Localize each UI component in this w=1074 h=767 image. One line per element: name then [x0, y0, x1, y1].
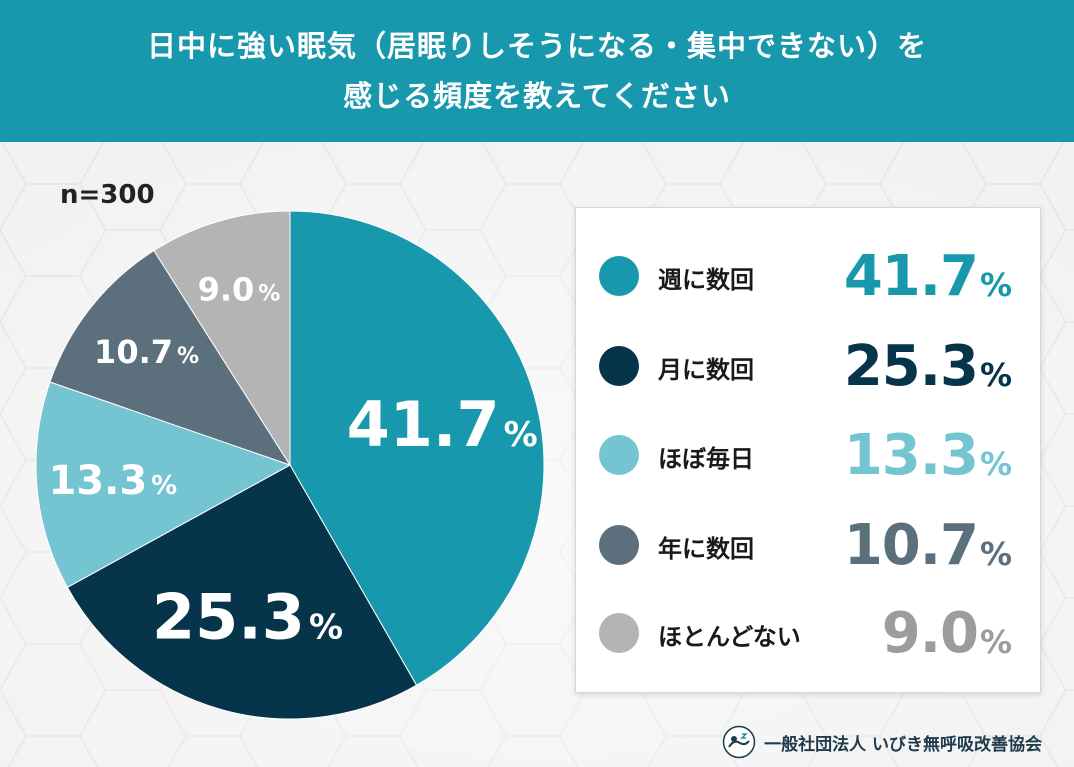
legend-dot-icon	[599, 613, 639, 653]
chart-title: 日中に強い眠気（居眠りしそうになる・集中できない）を 感じる頻度を教えてください	[0, 0, 1074, 142]
sleeping-person-icon	[722, 725, 756, 759]
sample-size: n=300	[60, 180, 155, 210]
legend-label: ほぼ毎日	[658, 445, 754, 473]
pie-slice-label: 9.0%	[198, 271, 281, 309]
pie-slice	[66, 464, 418, 720]
organization-name: 一般社団法人 いびき無呼吸改善協会	[764, 734, 1042, 755]
legend-percent-sign: %	[979, 623, 1012, 661]
pie-chart: 41.7 % 25.3 % 13.3 % 10.7 % 9.0%	[35, 210, 545, 720]
legend-value: 25.3	[843, 334, 979, 399]
legend-dot-icon	[599, 346, 639, 386]
pie-slice-label: 41.7%	[347, 388, 538, 461]
legend-dot-icon	[599, 525, 639, 565]
legend-item: ほとんどない 9.0 %	[576, 593, 1042, 673]
legend-dot-icon	[599, 435, 639, 475]
legend-percent-sign: %	[979, 535, 1012, 573]
legend-item: 月に数回 25.3 %	[576, 326, 1042, 406]
legend-percent-sign: %	[979, 266, 1012, 304]
legend-dot-icon	[599, 256, 639, 296]
pie-slice	[289, 210, 545, 686]
pie-slice	[35, 381, 292, 589]
footer-credit: 一般社団法人 いびき無呼吸改善協会	[722, 725, 1042, 759]
title-line-2: 感じる頻度を教えてください	[343, 79, 731, 113]
legend-label: 年に数回	[658, 535, 754, 563]
legend-value: 41.7	[843, 244, 979, 309]
legend: 週に数回 41.7 % 月に数回 25.3 % ほぼ毎日 13.3 % 年に数回…	[575, 207, 1041, 693]
pie-slice	[153, 210, 291, 467]
title-line-1: 日中に強い眠気（居眠りしそうになる・集中できない）を	[146, 29, 927, 63]
legend-item: ほぼ毎日 13.3 %	[576, 415, 1042, 495]
legend-percent-sign: %	[979, 445, 1012, 483]
legend-percent-sign: %	[979, 356, 1012, 394]
pie-slice	[49, 249, 292, 466]
legend-label: 週に数回	[658, 266, 754, 294]
legend-value: 9.0	[881, 601, 979, 666]
legend-label: 月に数回	[658, 356, 754, 384]
legend-item: 年に数回 10.7 %	[576, 505, 1042, 585]
pie-slice-label: 10.7%	[94, 333, 199, 371]
pie-slice-label: 13.3%	[48, 458, 177, 504]
legend-label: ほとんどない	[658, 623, 801, 651]
legend-value: 10.7	[843, 513, 979, 578]
legend-item: 週に数回 41.7 %	[576, 236, 1042, 316]
legend-value: 13.3	[843, 423, 979, 488]
pie-slice-label: 25.3%	[152, 580, 343, 653]
